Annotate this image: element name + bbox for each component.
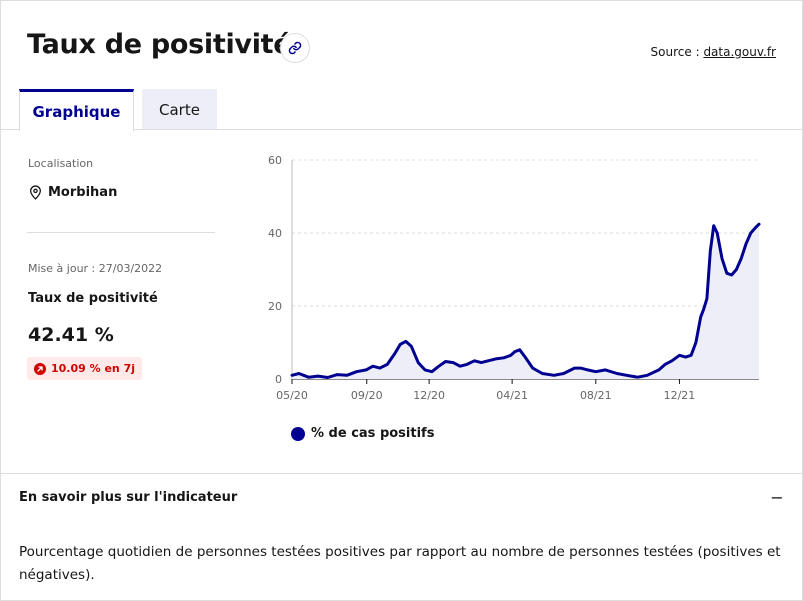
source-link[interactable]: data.gouv.fr [703, 45, 776, 59]
page-title: Taux de positivité [27, 29, 292, 60]
x-tick-label: 05/20 [276, 389, 308, 402]
x-tick-label: 09/20 [351, 389, 383, 402]
section-divider [1, 473, 802, 474]
indicator-title: Taux de positivité [28, 291, 158, 306]
positivity-chart: 0 20 40 60 05/20 09/20 12/20 04/21 08/21 12/21 [268, 154, 761, 402]
trend-badge: 10.09 % en 7j [27, 357, 143, 380]
map-pin-icon [30, 185, 41, 200]
indicator-value: 42.41 % [28, 324, 114, 346]
legend-label: % de cas positifs [311, 426, 435, 441]
x-tick-label: 08/21 [580, 389, 612, 402]
arrow-up-circle-icon [34, 362, 46, 375]
chart-legend: % de cas positifs [291, 426, 434, 441]
source-prefix: Source : [650, 45, 704, 59]
location: Morbihan [29, 185, 117, 200]
indicator-description: Pourcentage quotidien de personnes testé… [19, 544, 781, 583]
link-icon [288, 41, 302, 55]
location-label: Localisation [28, 157, 94, 170]
x-tick-label: 04/21 [496, 389, 528, 402]
legend-dot [291, 426, 305, 441]
x-tick-label: 12/21 [664, 389, 696, 402]
trend-badge-text: 10.09 % en 7j [51, 362, 136, 375]
tab-carte[interactable]: Carte [142, 89, 217, 130]
tab-graphique[interactable]: Graphique [19, 89, 134, 131]
y-tick-label: 20 [268, 300, 282, 313]
y-tick-label: 40 [268, 227, 282, 240]
sidebar-divider [27, 232, 215, 233]
y-tick-label: 60 [268, 154, 282, 167]
source-attribution: Source : data.gouv.fr [651, 45, 776, 59]
series-line-pct-cas-positifs [290, 222, 761, 379]
tab-divider [1, 129, 802, 130]
copy-link-button[interactable] [280, 33, 310, 63]
x-tick-label: 12/20 [413, 389, 445, 402]
y-tick-label: 0 [275, 373, 282, 386]
accordion-title[interactable]: En savoir plus sur l'indicateur [19, 490, 238, 505]
location-value: Morbihan [48, 185, 118, 200]
update-date: Mise à jour : 27/03/2022 [28, 262, 163, 275]
collapse-icon[interactable]: − [770, 487, 784, 507]
